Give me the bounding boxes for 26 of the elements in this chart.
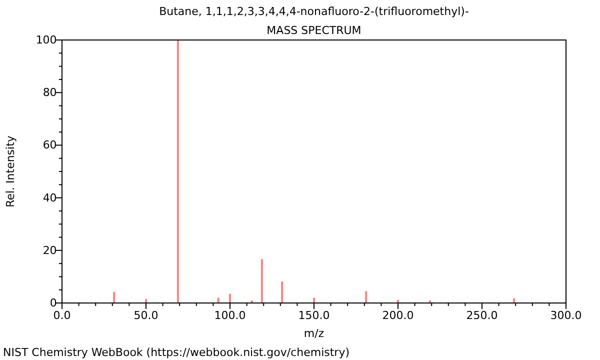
bar bbox=[217, 298, 220, 303]
text: NIST Chemistry WebBook (https://webbook.nist.gov/chemistry) bbox=[3, 346, 350, 359]
y-tick-label: 80 bbox=[42, 86, 57, 100]
x-axis-title: m/z bbox=[304, 327, 324, 340]
x-tick-label: 0.0 bbox=[53, 309, 71, 322]
x-tick-label: 100.0 bbox=[214, 309, 246, 322]
bar bbox=[365, 291, 368, 303]
bar bbox=[313, 298, 315, 303]
y-tick-label: 40 bbox=[42, 191, 57, 204]
x-tick-label: 250.0 bbox=[466, 309, 498, 322]
y-tick-label: 100 bbox=[36, 34, 57, 47]
bar bbox=[113, 292, 116, 303]
x-tick-label: 50.0 bbox=[134, 309, 158, 322]
y-axis-title: Rel. Intensity bbox=[4, 135, 17, 208]
y-tick-label: 20 bbox=[42, 244, 57, 257]
bar bbox=[229, 294, 231, 303]
chart-title: Butane, 1,1,1,2,3,3,4,4,4-nonafluoro-2-(trifluoromethyl)- bbox=[159, 5, 469, 18]
bar bbox=[281, 281, 284, 303]
chart-subtitle: MASS SPECTRUM bbox=[266, 24, 362, 37]
x-tick-label: 200.0 bbox=[382, 309, 414, 322]
x-tick-label: 300.0 bbox=[550, 309, 582, 322]
x-tick-label: 150.0 bbox=[298, 309, 330, 322]
bar bbox=[176, 40, 179, 303]
bar bbox=[260, 259, 263, 303]
y-tick-label: 0 bbox=[50, 296, 57, 310]
y-tick-label: 60 bbox=[42, 138, 57, 152]
